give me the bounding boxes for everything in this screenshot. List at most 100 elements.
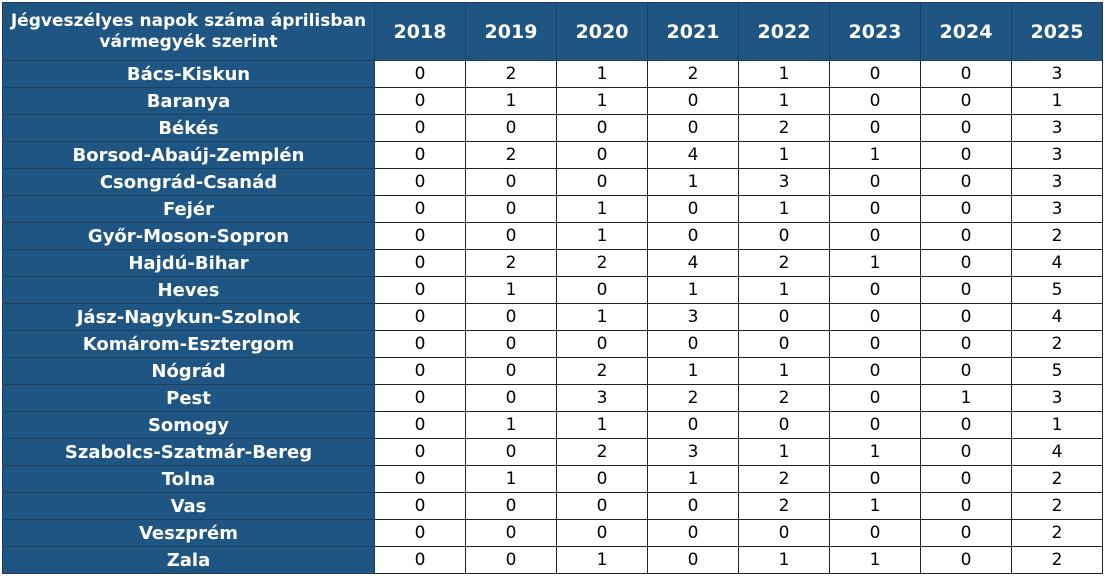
value-cell: 1	[556, 222, 648, 250]
value-cell: 0	[920, 141, 1012, 169]
value-cell: 0	[465, 384, 557, 412]
value-cell: 0	[647, 114, 739, 142]
value-cell: 1	[738, 276, 830, 304]
value-cell: 0	[465, 492, 557, 520]
value-cell: 5	[1011, 276, 1103, 304]
value-cell: 1	[647, 168, 739, 196]
value-cell: 2	[556, 438, 648, 466]
value-cell: 1	[1011, 411, 1103, 439]
value-cell: 1	[647, 465, 739, 493]
county-name: Jász-Nagykun-Szolnok	[2, 303, 375, 331]
value-cell: 1	[465, 87, 557, 115]
value-cell: 4	[1011, 249, 1103, 277]
value-cell: 0	[374, 357, 466, 385]
value-cell: 0	[556, 141, 648, 169]
value-cell: 0	[829, 303, 921, 331]
header-row: Jégveszélyes napok száma áprilisban várm…	[2, 2, 1103, 61]
county-name: Győr-Moson-Sopron	[2, 222, 375, 250]
value-cell: 1	[556, 195, 648, 223]
value-cell: 1	[738, 195, 830, 223]
value-cell: 2	[738, 249, 830, 277]
value-cell: 4	[1011, 303, 1103, 331]
table-row: Somogy 0 1 1 0 0 0 0 1	[2, 411, 1103, 439]
value-cell: 0	[374, 60, 466, 88]
value-cell: 0	[465, 195, 557, 223]
value-cell: 0	[920, 330, 1012, 358]
year-header: 2020	[556, 2, 648, 61]
value-cell: 0	[920, 465, 1012, 493]
year-header: 2021	[647, 2, 739, 61]
value-cell: 0	[920, 411, 1012, 439]
value-cell: 3	[1011, 195, 1103, 223]
value-cell: 0	[829, 168, 921, 196]
value-cell: 0	[647, 492, 739, 520]
county-name: Szabolcs-Szatmár-Bereg	[2, 438, 375, 466]
value-cell: 1	[647, 357, 739, 385]
value-cell: 3	[1011, 114, 1103, 142]
value-cell: 0	[647, 546, 739, 574]
table-row: Jász-Nagykun-Szolnok 0 0 1 3 0 0 0 4	[2, 303, 1103, 331]
value-cell: 0	[647, 87, 739, 115]
value-cell: 3	[1011, 60, 1103, 88]
value-cell: 0	[920, 546, 1012, 574]
county-name: Somogy	[2, 411, 375, 439]
value-cell: 1	[465, 465, 557, 493]
value-cell: 0	[738, 519, 830, 547]
value-cell: 0	[465, 303, 557, 331]
value-cell: 1	[556, 411, 648, 439]
value-cell: 0	[556, 276, 648, 304]
value-cell: 0	[465, 222, 557, 250]
table-row: Csongrád-Csanád 0 0 0 1 3 0 0 3	[2, 168, 1103, 196]
value-cell: 3	[1011, 141, 1103, 169]
table-row: Komárom-Esztergom 0 0 0 0 0 0 0 2	[2, 330, 1103, 358]
value-cell: 3	[1011, 384, 1103, 412]
county-name: Vas	[2, 492, 375, 520]
value-cell: 1	[829, 492, 921, 520]
county-name: Hajdú-Bihar	[2, 249, 375, 277]
table-row: Hajdú-Bihar 0 2 2 4 2 1 0 4	[2, 249, 1103, 277]
value-cell: 0	[920, 303, 1012, 331]
value-cell: 0	[738, 330, 830, 358]
year-header: 2024	[920, 2, 1012, 61]
value-cell: 0	[465, 519, 557, 547]
value-cell: 0	[374, 330, 466, 358]
value-cell: 0	[374, 411, 466, 439]
value-cell: 0	[465, 357, 557, 385]
value-cell: 1	[1011, 87, 1103, 115]
table-row: Zala 0 0 1 0 1 1 0 2	[2, 546, 1103, 574]
value-cell: 0	[738, 222, 830, 250]
value-cell: 2	[556, 249, 648, 277]
value-cell: 1	[829, 141, 921, 169]
county-name: Baranya	[2, 87, 375, 115]
value-cell: 0	[556, 330, 648, 358]
value-cell: 3	[647, 303, 739, 331]
value-cell: 0	[556, 519, 648, 547]
value-cell: 1	[738, 141, 830, 169]
value-cell: 3	[647, 438, 739, 466]
value-cell: 0	[556, 114, 648, 142]
value-cell: 0	[647, 411, 739, 439]
value-cell: 0	[920, 249, 1012, 277]
table-row: Szabolcs-Szatmár-Bereg 0 0 2 3 1 1 0 4	[2, 438, 1103, 466]
value-cell: 0	[374, 87, 466, 115]
value-cell: 0	[374, 249, 466, 277]
value-cell: 0	[374, 465, 466, 493]
county-name: Fejér	[2, 195, 375, 223]
value-cell: 0	[465, 330, 557, 358]
value-cell: 0	[647, 222, 739, 250]
value-cell: 0	[465, 168, 557, 196]
value-cell: 2	[738, 384, 830, 412]
value-cell: 0	[829, 195, 921, 223]
value-cell: 0	[374, 303, 466, 331]
county-name: Nógrád	[2, 357, 375, 385]
county-name: Borsod-Abaúj-Zemplén	[2, 141, 375, 169]
value-cell: 1	[556, 546, 648, 574]
value-cell: 0	[374, 519, 466, 547]
year-header: 2023	[829, 2, 921, 61]
value-cell: 0	[374, 114, 466, 142]
value-cell: 2	[1011, 222, 1103, 250]
value-cell: 0	[374, 384, 466, 412]
value-cell: 1	[738, 60, 830, 88]
value-cell: 2	[1011, 492, 1103, 520]
value-cell: 1	[738, 87, 830, 115]
